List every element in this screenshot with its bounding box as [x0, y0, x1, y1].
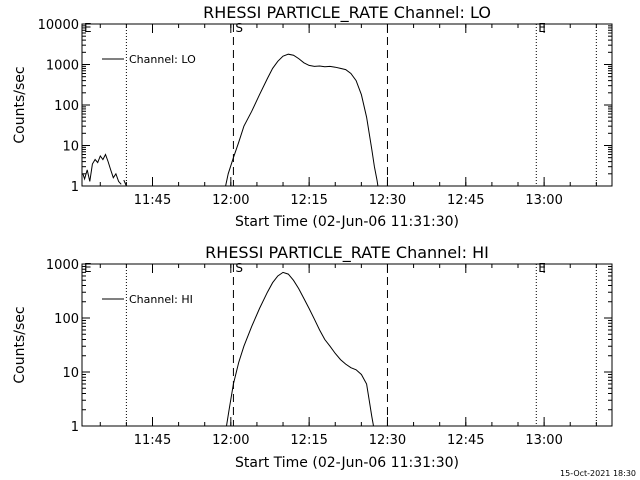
x-tick-label: 12:00	[212, 193, 249, 208]
marker-label: E	[84, 21, 92, 35]
plot-frame	[81, 263, 613, 427]
y-tick-label: 1000	[46, 59, 79, 74]
y-tick-label: 100	[54, 312, 79, 327]
x-tick-label: 11:45	[134, 193, 171, 208]
x-axis-label: Start Time (02-Jun-06 11:31:30)	[235, 214, 459, 230]
footer-timestamp: 15-Oct-2021 18:30	[560, 469, 636, 478]
series-line-segment	[123, 179, 127, 186]
chart-panel-lo: RHESSI PARTICLE_RATE Channel: LO Counts/s…	[12, 3, 613, 230]
legend-label: Channel: HI	[129, 293, 193, 306]
x-axis-label: Start Time (02-Jun-06 11:31:30)	[235, 455, 459, 471]
chart-title: RHESSI PARTICLE_RATE Channel: LO	[203, 3, 491, 23]
x-tick-label: 12:45	[447, 433, 484, 448]
series-line-segment	[82, 153, 122, 185]
marker-label: E	[538, 261, 546, 275]
marker-label: E	[84, 261, 92, 275]
x-tick-label: 12:00	[212, 433, 249, 448]
series-line-segment	[225, 53, 379, 186]
x-tick-label: 11:45	[134, 433, 171, 448]
marker-label: E	[538, 21, 546, 35]
chart-panel-hi: RHESSI PARTICLE_RATE Channel: HI Counts/s…	[12, 243, 613, 471]
y-tick-label: 10	[62, 366, 79, 381]
y-tick-label: 100	[54, 99, 79, 114]
series-line-segment	[226, 271, 374, 426]
chart-title: RHESSI PARTICLE_RATE Channel: HI	[205, 243, 489, 263]
x-tick-label: 12:15	[290, 193, 327, 208]
y-tick-label: 1	[71, 420, 79, 435]
marker-label: S	[235, 21, 243, 35]
x-tick-label: 12:45	[447, 193, 484, 208]
plot-frame	[81, 23, 613, 187]
marker-label: S	[235, 261, 243, 275]
x-tick-label: 12:30	[369, 433, 406, 448]
x-tick-label: 12:30	[369, 193, 406, 208]
y-tick-label: 10	[62, 140, 79, 155]
x-tick-label: 12:15	[290, 433, 327, 448]
legend-label: Channel: LO	[129, 53, 196, 66]
y-tick-label: 1	[71, 180, 79, 195]
y-axis-label: Counts/sec	[12, 306, 28, 383]
x-tick-label: 13:00	[525, 193, 562, 208]
y-tick-label: 1000	[46, 258, 79, 273]
y-tick-label: 10000	[38, 18, 79, 33]
y-axis-label: Counts/sec	[12, 66, 28, 143]
x-tick-label: 13:00	[525, 433, 562, 448]
